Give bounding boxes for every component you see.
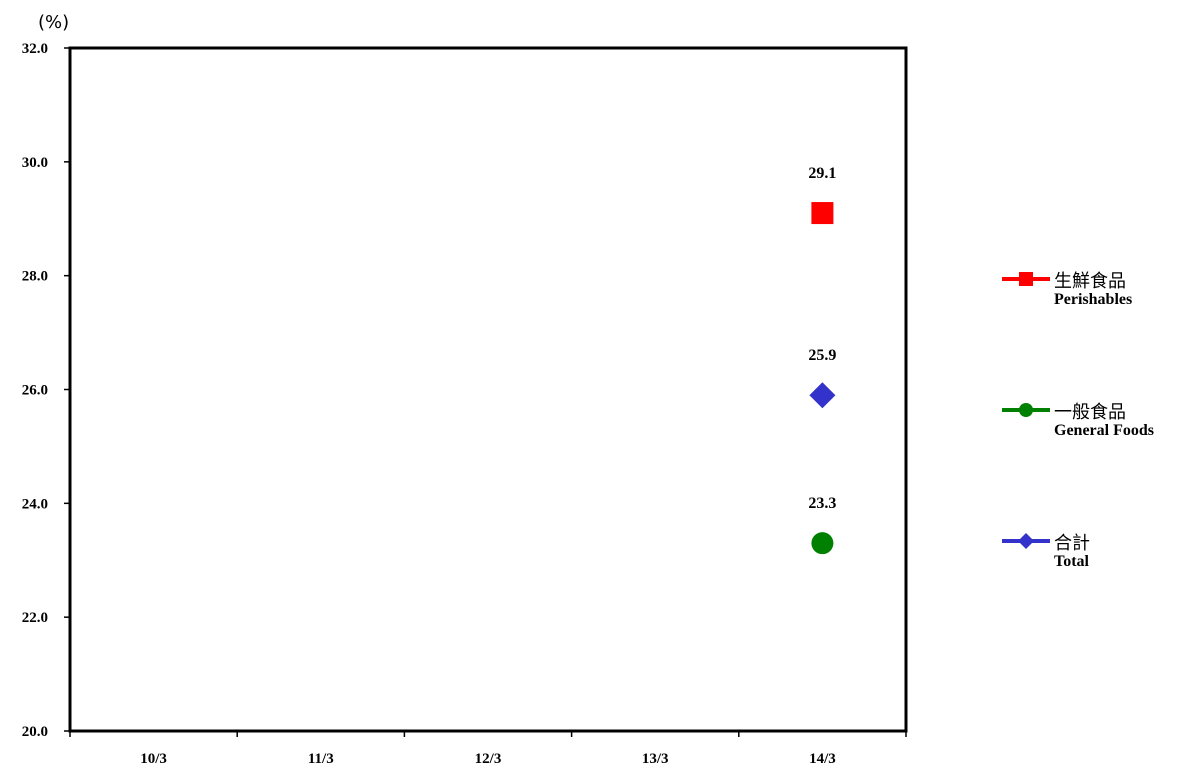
x-axis: 10/3 11/3 12/3 13/3 14/3 [69, 731, 907, 767]
data-label: 23.3 [808, 495, 836, 512]
y-tick-label: 32.0 [22, 41, 48, 57]
y-axis-unit-label: (%) [38, 12, 69, 33]
data-point-circle [811, 532, 834, 555]
y-axis: 20.0 22.0 24.0 26.0 28.0 30.0 32.0 [22, 41, 70, 740]
legend-label-en: Perishables [1054, 291, 1133, 308]
plot-area [68, 46, 908, 733]
circle-marker-icon [1002, 403, 1050, 417]
y-tick-label: 20.0 [22, 724, 48, 740]
x-tick-label: 10/3 [140, 751, 167, 767]
y-tick-label: 28.0 [22, 269, 48, 285]
square-marker-icon [1002, 272, 1050, 286]
data-point-square [811, 202, 834, 225]
legend-label-ja: 一般食品 [1054, 402, 1126, 423]
legend-label-en: Total [1054, 553, 1089, 570]
x-tick-label: 12/3 [475, 751, 502, 767]
y-tick-label: 30.0 [22, 155, 48, 171]
legend-label-ja: 生鮮食品 [1054, 271, 1126, 292]
data-marks [809, 202, 836, 555]
x-tick-label: 13/3 [642, 751, 669, 767]
legend-label-en: General Foods [1054, 422, 1154, 439]
legend-label-ja: 合計 [1054, 533, 1090, 554]
y-tick-label: 22.0 [22, 610, 48, 626]
legend-item-total: 合計 Total [1000, 529, 1190, 579]
y-tick-label: 26.0 [22, 383, 48, 399]
data-labels: 29.1 23.3 25.9 [808, 165, 836, 512]
x-tick-label: 11/3 [308, 751, 334, 767]
data-point-diamond [809, 382, 836, 409]
legend-item-perishables: 生鮮食品 Perishables [1000, 267, 1190, 317]
legend-item-general-foods: 一般食品 General Foods [1000, 398, 1190, 448]
diamond-marker-icon [1002, 533, 1050, 549]
x-tick-label: 14/3 [809, 751, 836, 767]
y-tick-label: 24.0 [22, 496, 48, 512]
data-label: 29.1 [808, 165, 836, 182]
data-label: 25.9 [808, 347, 836, 364]
